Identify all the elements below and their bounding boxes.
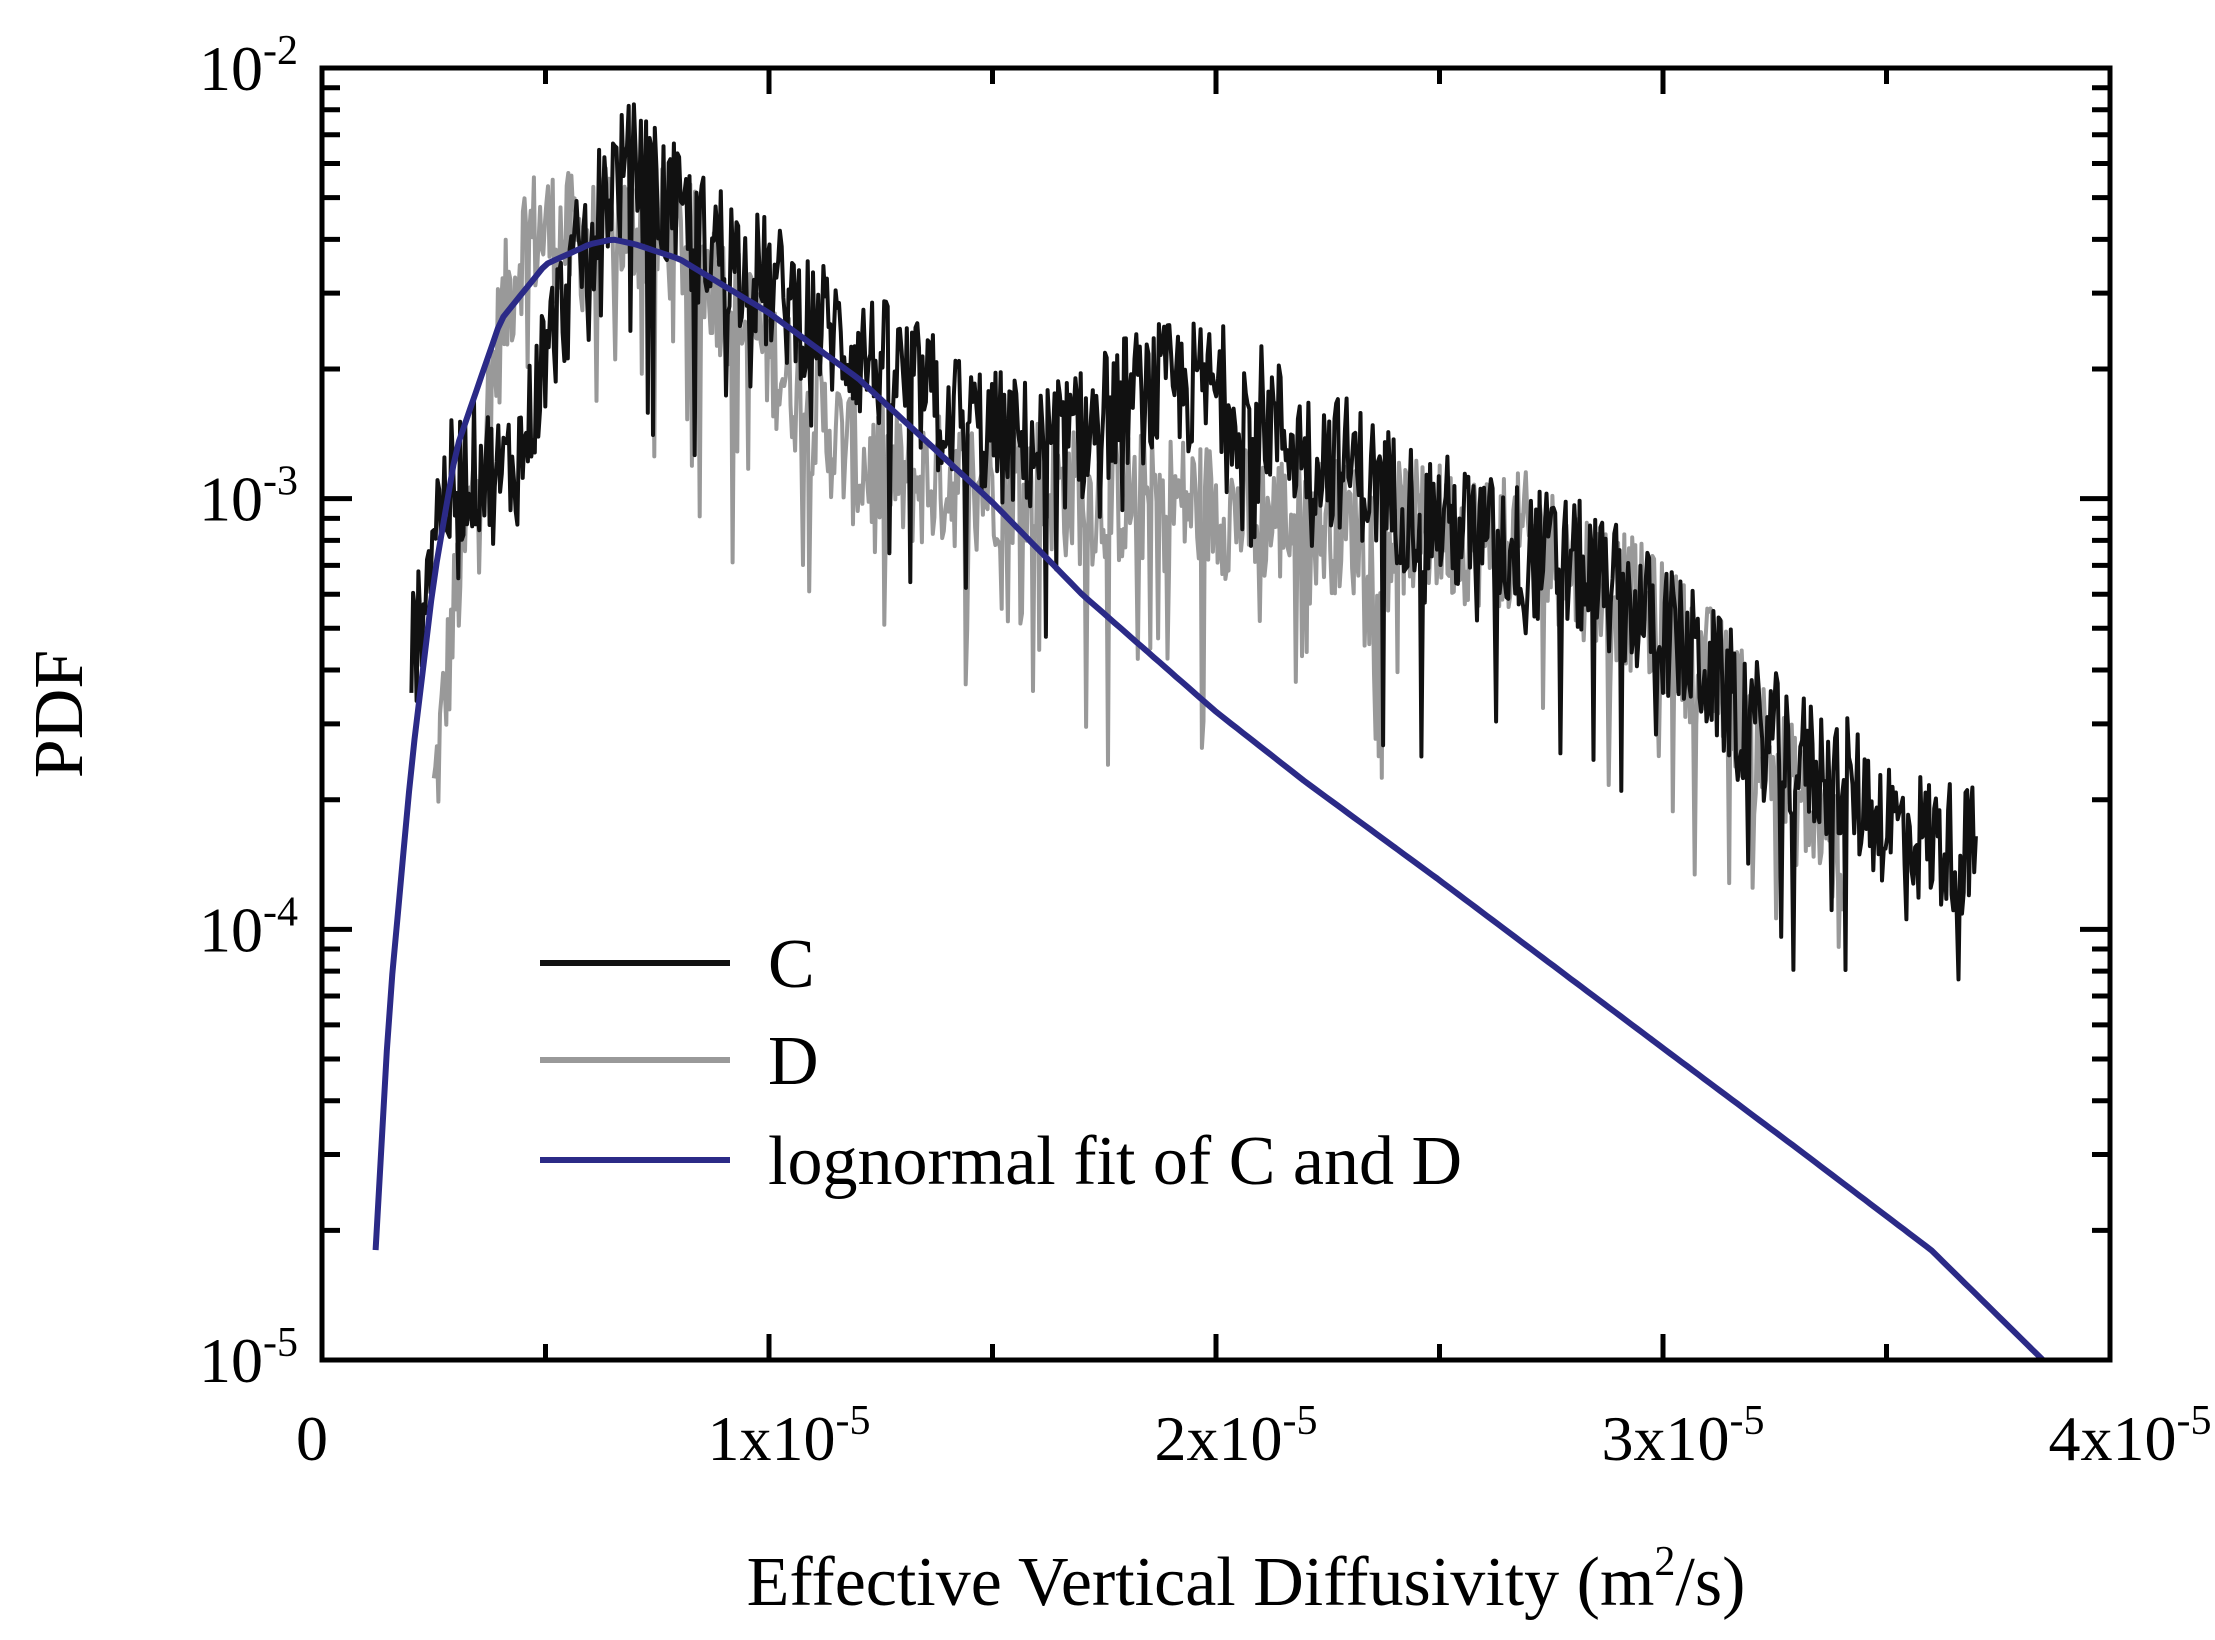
y-tick-label: 10-3 — [199, 459, 298, 535]
series-line-c — [409, 102, 1978, 982]
y-tick-label: 10-2 — [199, 28, 298, 104]
y-axis-label: PDF — [21, 650, 98, 778]
legend-label: D — [768, 1023, 819, 1100]
x-tick-label: 2x10-5 — [1155, 1398, 1318, 1474]
x-tick-label: 0 — [296, 1403, 328, 1474]
x-tick-label: 4x10-5 — [2049, 1398, 2212, 1474]
y-tick-label: 10-5 — [199, 1320, 298, 1396]
x-tick-label: 3x10-5 — [1602, 1398, 1765, 1474]
legend-label: C — [768, 926, 815, 1003]
x-tick-label: 1x10-5 — [708, 1398, 871, 1474]
legend-label: lognormal fit of C and D — [768, 1123, 1462, 1200]
y-tick-label: 10-4 — [199, 889, 298, 965]
x-axis-label: Effective Vertical Diffusivity (m2/s) — [747, 1539, 1746, 1621]
series-line-lognormal-fit-of-c-and-d — [372, 236, 2046, 1360]
